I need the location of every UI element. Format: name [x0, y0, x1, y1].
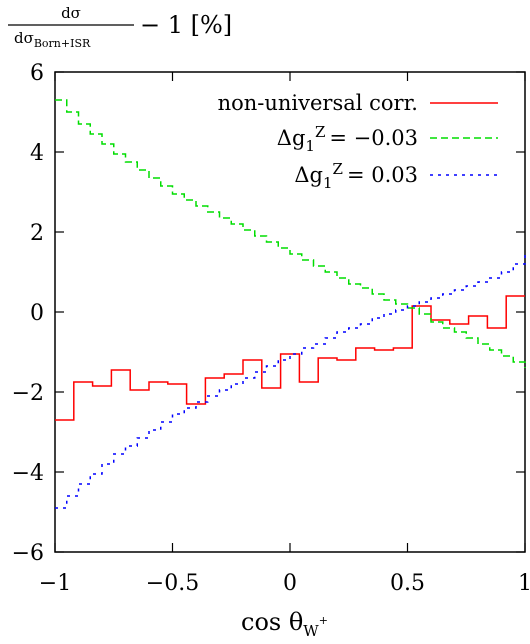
legend-label-delta-plus: Δg1Z = 0.03	[294, 160, 418, 192]
y-tick-label: 0	[30, 301, 44, 326]
legend-label-non-universal: non-universal corr.	[218, 91, 418, 115]
series-layer	[55, 100, 525, 508]
legend: non-universal corr. Δg1Z = −0.03 Δg1Z = 0.…	[218, 91, 498, 192]
series-line-2	[55, 254, 525, 508]
legend-entry-delta-minus: Δg1Z = −0.03	[277, 123, 498, 155]
y-label-numerator: dσ	[61, 4, 81, 22]
y-tick-label: 6	[30, 61, 44, 86]
legend-entry-non-universal: non-universal corr.	[218, 91, 498, 115]
y-tick-label: −2	[12, 381, 44, 406]
y-tick-label: −6	[12, 541, 44, 566]
legend-delta-plus-sub: 1	[323, 174, 333, 192]
x-tick-label: −0.5	[146, 571, 199, 596]
legend-delta-plus-sup: Z	[333, 160, 343, 178]
y-tick-label: 4	[30, 141, 44, 166]
y-tick-label: −4	[12, 461, 44, 486]
y-label-denominator-subscript: Born+ISR	[34, 37, 91, 50]
legend-delta-minus-sup: Z	[315, 123, 325, 141]
legend-delta-minus-prefix: Δg	[277, 126, 306, 150]
y-axis-label: dσ dσBorn+ISR − 1 [%]	[8, 4, 232, 50]
x-tick-label: 1	[518, 571, 530, 596]
y-label-suffix: − 1 [%]	[140, 11, 232, 39]
y-label-denominator-prefix: dσ	[14, 29, 34, 47]
x-axis-label: cos θW+	[241, 608, 328, 640]
y-tick-label: 2	[30, 221, 44, 246]
x-tick-label: −1	[39, 571, 71, 596]
legend-delta-minus-sub: 1	[305, 137, 315, 155]
legend-label-delta-minus: Δg1Z = −0.03	[277, 123, 418, 155]
x-label-main: cos θ	[241, 608, 303, 636]
x-tick-label: 0	[283, 571, 297, 596]
legend-entry-delta-plus: Δg1Z = 0.03	[294, 160, 498, 192]
legend-delta-plus-prefix: Δg	[294, 163, 323, 187]
x-label-superscript: +	[319, 614, 328, 627]
legend-delta-plus-value: = 0.03	[347, 163, 418, 187]
tick-labels: −1 −0.5 0 0.5 1 −6 −4 −2 0 2 4 6	[12, 61, 530, 596]
x-label-subscript: W	[303, 622, 319, 640]
y-label-denominator: dσBorn+ISR	[14, 29, 91, 50]
legend-delta-minus-value: = −0.03	[329, 126, 418, 150]
x-tick-label: 0.5	[390, 571, 425, 596]
